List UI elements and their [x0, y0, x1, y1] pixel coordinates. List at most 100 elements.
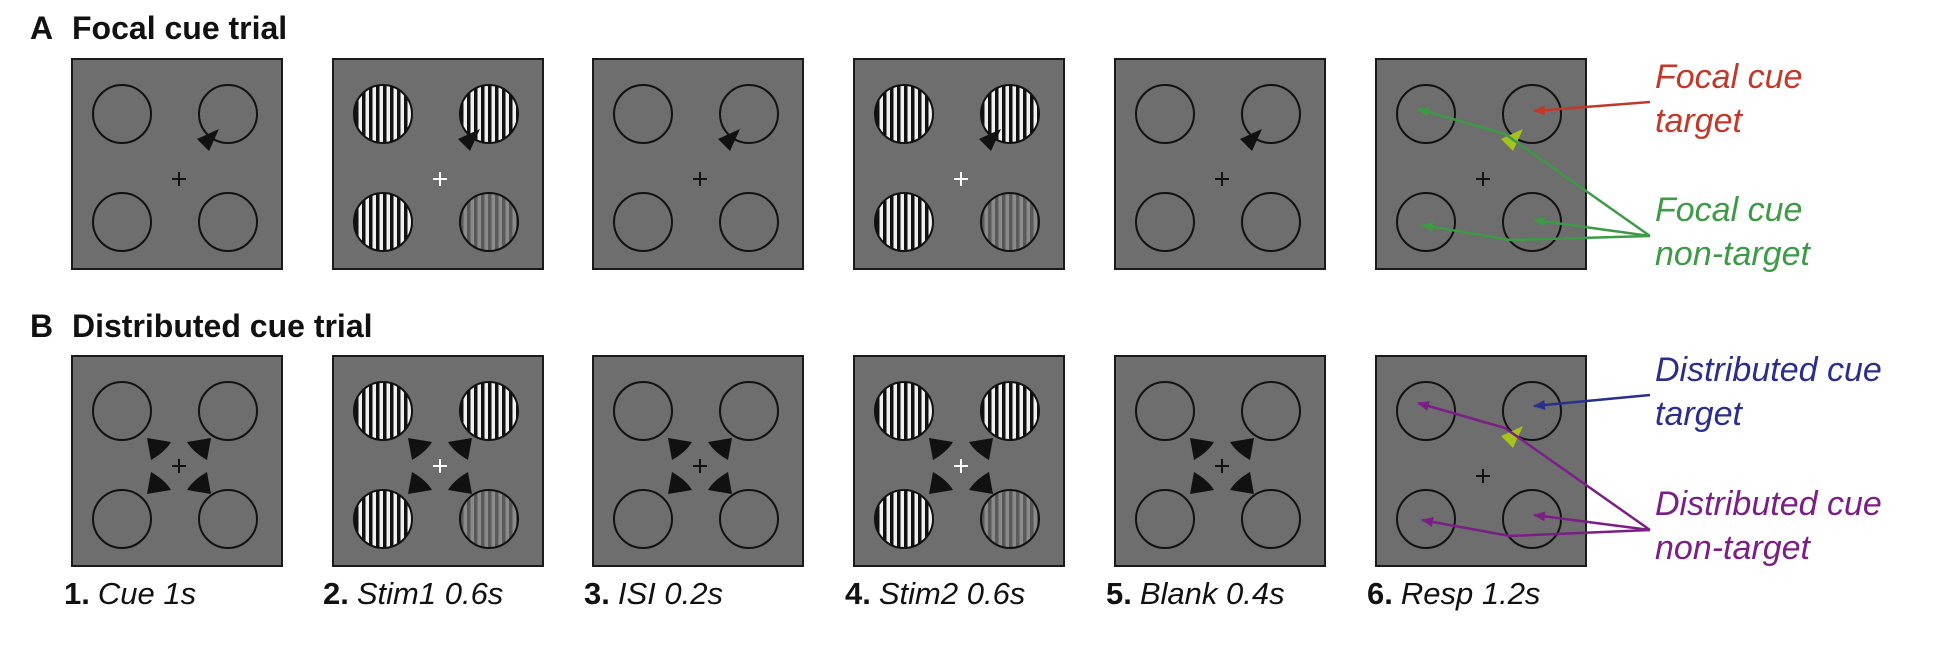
step-3-label: 3. ISI 0.2s: [584, 576, 723, 611]
step-5-label: 5. Blank 0.4s: [1106, 576, 1285, 611]
stimulus-location: [198, 192, 258, 252]
distributed-screen-1: [71, 355, 283, 567]
stimulus-location: [719, 84, 779, 144]
fixation-cross-icon: [1215, 459, 1229, 473]
distributed-screen-4: [853, 355, 1065, 567]
stimulus-location: [353, 381, 413, 441]
dist-nontarget-line2: non-target: [1655, 529, 1810, 567]
focal-cue-icon: [718, 129, 740, 151]
panel-a-letter: A: [30, 10, 54, 46]
stimulus-location: [92, 192, 152, 252]
stimulus-location: [92, 381, 152, 441]
panel-b-letter: B: [30, 308, 54, 344]
stimulus-location: [1241, 381, 1301, 441]
stimulus-location: [1135, 381, 1195, 441]
stimulus-location: [1396, 489, 1456, 549]
dist-nontarget-line1: Distributed cue: [1655, 485, 1882, 523]
panel-b-title: B Distributed cue trial: [30, 308, 373, 345]
focal-cue-icon: [979, 129, 1001, 151]
panel-a-title: A Focal cue trial: [30, 10, 287, 47]
stimulus-location: [719, 489, 779, 549]
distributed-screen-3: [592, 355, 804, 567]
stimulus-location: [1135, 489, 1195, 549]
focal-target-annotation: Focal cue target: [1655, 55, 1802, 143]
focal-screen-5: [1114, 58, 1326, 270]
focal-target-line1: Focal cue: [1655, 58, 1803, 96]
stimulus-location: [719, 381, 779, 441]
stimulus-location: [1396, 192, 1456, 252]
stimulus-location: [874, 489, 934, 549]
stimulus-location: [874, 84, 934, 144]
stimulus-location: [198, 489, 258, 549]
stimulus-location: [353, 192, 413, 252]
step-4-label: 4. Stim2 0.6s: [845, 576, 1026, 611]
focal-screen-1: [71, 58, 283, 270]
dist-target-line1: Distributed cue: [1655, 351, 1882, 389]
fixation-cross-icon: [433, 172, 447, 186]
focal-nontarget-line2: non-target: [1655, 235, 1810, 273]
stimulus-location: [1135, 84, 1195, 144]
stimulus-location: [459, 84, 519, 144]
stimulus-location: [92, 84, 152, 144]
stimulus-location: [353, 489, 413, 549]
stimulus-location: [459, 381, 519, 441]
stimulus-location: [613, 381, 673, 441]
distributed-screen-2: [332, 355, 544, 567]
stimulus-location: [1502, 192, 1562, 252]
fixation-cross-icon: [954, 459, 968, 473]
distributed-cue-icon: [668, 438, 732, 494]
step-6-label: 6. Resp 1.2s: [1367, 576, 1541, 611]
stimulus-location: [459, 489, 519, 549]
fixation-cross-icon: [1476, 172, 1490, 186]
distributed-screen-5: [1114, 355, 1326, 567]
distributed-cue-icon: [147, 438, 211, 494]
fixation-cross-icon: [1215, 172, 1229, 186]
step-1-label: 1. Cue 1s: [64, 576, 197, 611]
stimulus-location: [198, 84, 258, 144]
fixation-cross-icon: [172, 172, 186, 186]
stimulus-location: [1241, 192, 1301, 252]
panel-b-title-text: Distributed cue trial: [72, 308, 373, 344]
focal-screen-6: [1375, 58, 1587, 270]
focal-target-line2: target: [1655, 102, 1742, 140]
focal-nontarget-annotation: Focal cue non-target: [1655, 188, 1810, 276]
stimulus-location: [1396, 84, 1456, 144]
stimulus-location: [459, 192, 519, 252]
focal-nontarget-line1: Focal cue: [1655, 191, 1803, 229]
stimulus-location: [874, 381, 934, 441]
stimulus-location: [198, 381, 258, 441]
dist-target-annotation: Distributed cue target: [1655, 348, 1882, 436]
stimulus-location: [353, 84, 413, 144]
distributed-cue-icon: [929, 438, 993, 494]
stimulus-location: [980, 489, 1040, 549]
focal-cue-icon: [458, 129, 480, 151]
step-2-label: 2. Stim1 0.6s: [323, 576, 504, 611]
focal-screen-3: [592, 58, 804, 270]
stimulus-location: [719, 192, 779, 252]
focal-cue-icon: [1240, 129, 1262, 151]
stimulus-location: [1396, 381, 1456, 441]
focal-screen-4: [853, 58, 1065, 270]
stimulus-location: [613, 489, 673, 549]
fixation-cross-icon: [693, 459, 707, 473]
stimulus-location: [980, 192, 1040, 252]
focal-cue-icon: [197, 129, 219, 151]
stimulus-location: [1502, 489, 1562, 549]
stimulus-location: [980, 381, 1040, 441]
stimulus-location: [613, 192, 673, 252]
fixation-cross-icon: [693, 172, 707, 186]
stimulus-location: [1135, 192, 1195, 252]
fixation-cross-icon: [954, 172, 968, 186]
fixation-cross-icon: [172, 459, 186, 473]
stimulus-location: [92, 489, 152, 549]
fixation-cross-icon: [433, 459, 447, 473]
distributed-cue-icon: [408, 438, 472, 494]
stimulus-location: [1241, 84, 1301, 144]
stimulus-location: [980, 84, 1040, 144]
stimulus-location: [613, 84, 673, 144]
focal-screen-2: [332, 58, 544, 270]
fixation-cross-icon: [1476, 469, 1490, 483]
stimulus-location: [874, 192, 934, 252]
distributed-screen-6: [1375, 355, 1587, 567]
stimulus-location: [1241, 489, 1301, 549]
